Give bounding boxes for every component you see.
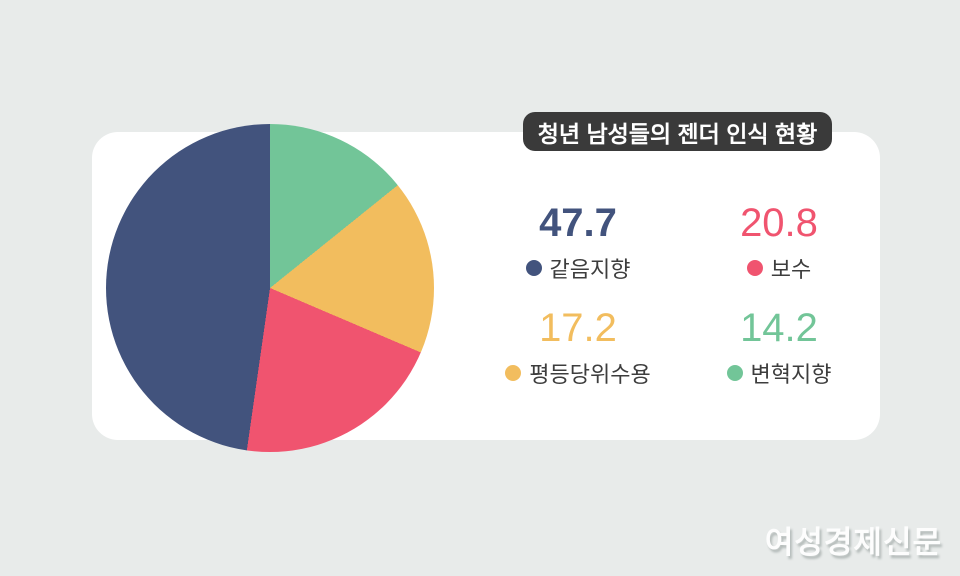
stat-label-text: 변혁지향: [750, 362, 832, 387]
stat-label: 같음지향: [525, 252, 631, 284]
stat-byeonhyeok-jihyang: 14.2 변혁지향: [674, 308, 884, 389]
stat-label: 평등당위수용: [505, 357, 651, 389]
chart-title: 청년 남성들의 젠더 인식 현황: [537, 120, 818, 147]
legend-dot-icon: [746, 260, 763, 276]
title-badge: 청년 남성들의 젠더 인식 현황: [523, 112, 832, 151]
stat-value: 47.7: [539, 201, 617, 245]
stat-label: 보수: [746, 252, 812, 284]
stat-value: 20.8: [740, 201, 818, 245]
legend-dot-icon: [525, 260, 542, 276]
stat-label-text: 보수: [770, 257, 812, 282]
stat-gateum-jihyang: 47.7 같음지향: [473, 203, 683, 284]
pie-chart: [106, 124, 434, 452]
stat-bosu: 20.8 보수: [674, 203, 884, 284]
legend-dot-icon: [726, 365, 743, 381]
stat-value: 14.2: [740, 306, 818, 350]
stat-label-text: 같음지향: [549, 257, 631, 282]
publisher-watermark: 여성경제신문: [764, 525, 942, 560]
legend-dot-icon: [505, 365, 522, 381]
stat-label: 변혁지향: [726, 357, 832, 389]
stat-label-text: 평등당위수용: [529, 362, 651, 387]
stat-value: 17.2: [539, 306, 617, 350]
stat-pyeongdeung-dangwi-suyong: 17.2 평등당위수용: [473, 308, 683, 389]
